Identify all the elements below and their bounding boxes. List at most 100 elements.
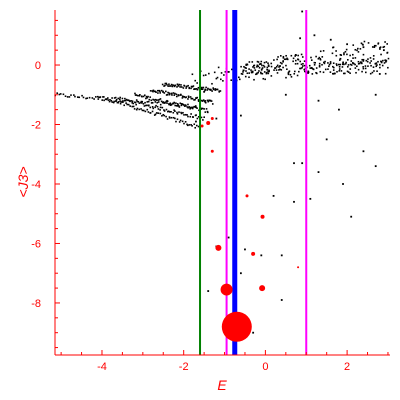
data-point [192, 106, 194, 109]
data-point [224, 71, 227, 73]
data-point [381, 64, 384, 67]
data-point [131, 102, 134, 104]
data-point [325, 138, 328, 141]
data-point [376, 70, 378, 72]
data-point [250, 69, 252, 71]
data-point [190, 97, 193, 100]
data-point [173, 94, 176, 96]
data-point [334, 72, 336, 75]
data-point [265, 72, 268, 75]
data-point [62, 93, 65, 96]
y-tick-label: -6 [31, 238, 41, 250]
data-point [124, 99, 126, 102]
data-point [350, 64, 353, 66]
data-point [296, 62, 299, 65]
data-point [70, 94, 72, 96]
data-point [279, 55, 282, 57]
data-point [238, 76, 240, 79]
data-point [297, 54, 299, 57]
data-point [294, 63, 297, 65]
data-point [345, 61, 347, 64]
data-point [352, 57, 354, 59]
data-point [136, 107, 139, 110]
data-point [335, 63, 338, 65]
data-point [200, 86, 203, 89]
data-point [378, 73, 381, 75]
data-point [387, 66, 389, 69]
data-point [263, 66, 266, 68]
data-point [159, 90, 161, 93]
data-point [135, 108, 138, 111]
data-point [328, 65, 330, 68]
data-point [357, 47, 359, 50]
data-point [152, 90, 154, 93]
data-point [254, 69, 257, 71]
data-point [373, 44, 376, 47]
data-point [319, 50, 322, 53]
data-point [250, 71, 253, 73]
data-point [111, 97, 113, 99]
data-point [267, 62, 269, 65]
data-point [136, 94, 139, 97]
data-point [152, 98, 154, 101]
data-point [208, 99, 211, 102]
data-point [97, 98, 100, 100]
data-point [313, 34, 316, 37]
data-point [164, 82, 167, 85]
data-point [377, 60, 379, 63]
data-point [123, 104, 126, 107]
data-point [140, 101, 142, 104]
axes: -4 -2 0 2 0 -2 -4 -6 -8 [31, 10, 390, 373]
data-point [207, 290, 210, 292]
data-point [321, 63, 323, 66]
data-point [270, 75, 273, 77]
data-point [107, 99, 110, 101]
data-point [191, 97, 194, 100]
data-point [170, 92, 173, 95]
data-point [207, 100, 210, 103]
data-point [248, 61, 251, 63]
data-point [349, 63, 352, 66]
data-point [374, 165, 377, 168]
data-point [138, 94, 141, 97]
data-point [339, 53, 342, 56]
data-point [317, 171, 320, 173]
data-point [157, 101, 160, 103]
data-point [347, 64, 350, 66]
data-point [293, 162, 295, 165]
data-point [104, 98, 107, 100]
data-point [301, 65, 304, 67]
data-point [131, 105, 134, 108]
data-point [294, 55, 296, 57]
data-point [113, 97, 116, 99]
data-point [94, 96, 97, 98]
data-point [194, 79, 197, 82]
data-point [122, 100, 124, 102]
data-point [202, 99, 205, 101]
data-point [158, 98, 161, 101]
data-point [309, 197, 312, 200]
data-point [303, 60, 306, 62]
data-point [278, 69, 280, 71]
data-point [193, 99, 195, 101]
data-point [147, 95, 149, 98]
data-point [345, 48, 348, 51]
data-point [163, 109, 165, 111]
data-point [300, 63, 303, 66]
data-point [322, 71, 325, 74]
data-point [357, 68, 360, 71]
data-point [154, 113, 157, 116]
data-point [196, 96, 199, 99]
data-point [282, 66, 284, 69]
data-point [307, 70, 310, 73]
data-point [318, 56, 321, 59]
data-point [245, 67, 247, 69]
data-point [131, 100, 134, 103]
data-point [130, 100, 133, 102]
data-point [122, 101, 124, 104]
data-point [245, 64, 247, 66]
data-point [146, 108, 149, 111]
data-point [208, 72, 210, 75]
data-point [285, 54, 287, 57]
x-axis-title: E [217, 377, 227, 393]
